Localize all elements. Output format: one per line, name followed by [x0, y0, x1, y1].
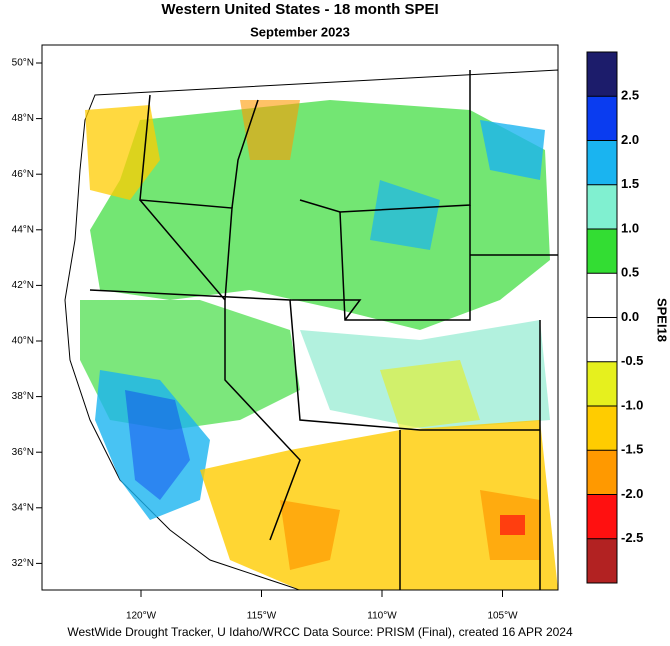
lat-label: 44°N — [12, 224, 34, 235]
footer: WestWide Drought Tracker, U Idaho/WRCC D… — [67, 625, 573, 639]
lat-label: 48°N — [12, 113, 34, 124]
map-frame — [41, 44, 559, 591]
colorbar-segment — [587, 184, 617, 229]
colorbar-label: -2.0 — [621, 486, 643, 501]
colorbar-title: SPEI18 — [655, 298, 670, 342]
colorbar-segment — [587, 361, 617, 406]
colorbar-label: -2.5 — [621, 530, 643, 545]
lon-label: 105°W — [487, 611, 518, 622]
lat-label: 40°N — [12, 336, 34, 347]
colorbar-segment — [587, 494, 617, 539]
lon-label: 115°W — [247, 611, 277, 622]
lat-label: 46°N — [12, 169, 34, 180]
title: Western United States - 18 month SPEI — [161, 1, 438, 18]
lon-label: 110°W — [367, 611, 397, 622]
colorbar-segment — [587, 406, 617, 451]
lat-label: 38°N — [12, 391, 34, 402]
colorbar-label: -0.5 — [621, 353, 643, 368]
colorbar-label: 0.5 — [621, 265, 639, 280]
colorbar-segment — [587, 52, 617, 97]
lat-label: 36°N — [12, 447, 34, 458]
lat-label: 50°N — [12, 58, 34, 69]
colorbar-segment — [587, 450, 617, 495]
colorbar-label: 0.0 — [621, 309, 639, 324]
colorbar-segment — [587, 96, 617, 141]
colorbar-segment — [587, 140, 617, 185]
lat-label: 32°N — [12, 558, 34, 569]
subtitle: September 2023 — [250, 24, 350, 39]
colorbar-segment — [587, 538, 617, 583]
colorbar-label: -1.5 — [621, 442, 643, 457]
colorbar-label: 1.0 — [621, 220, 639, 235]
colorbar-segment — [587, 273, 617, 318]
colorbar-label: 1.5 — [621, 176, 639, 191]
colorbar-segment — [587, 317, 617, 362]
lon-label: 120°W — [126, 611, 157, 622]
colorbar-segment — [587, 229, 617, 274]
lat-label: 34°N — [12, 502, 34, 513]
map-area — [42, 45, 558, 590]
colorbar-label: -1.0 — [621, 397, 643, 412]
colorbar-label: 2.5 — [621, 88, 639, 103]
lat-label: 42°N — [12, 280, 34, 291]
colorbar-label: 2.0 — [621, 132, 639, 147]
